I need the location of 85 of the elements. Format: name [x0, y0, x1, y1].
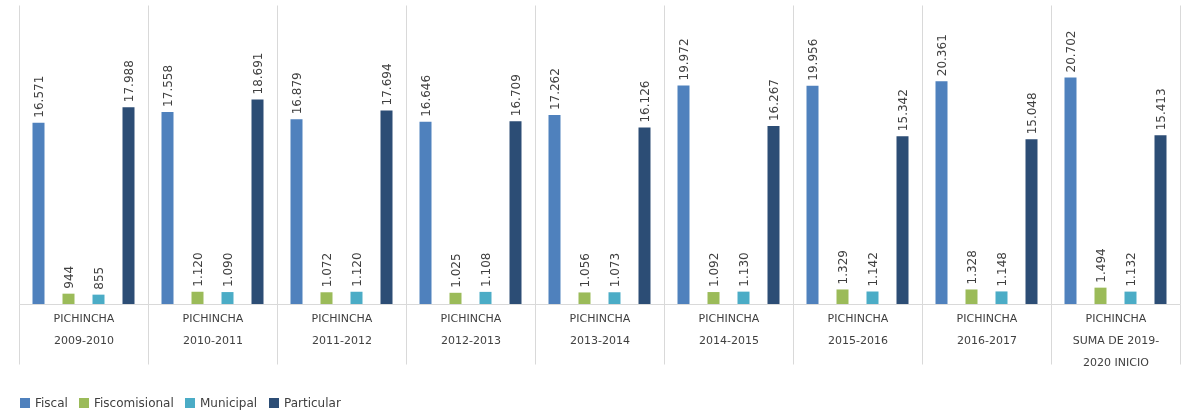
bar	[1124, 291, 1137, 304]
x-tick-label: PICHINCHA 2010-2011	[182, 311, 244, 347]
data-label: 17.988	[121, 60, 136, 103]
bar	[509, 121, 522, 304]
data-label: 20.361	[934, 34, 949, 77]
bar	[806, 85, 819, 304]
data-label: 19.956	[805, 38, 820, 81]
bar	[638, 127, 651, 304]
bar	[578, 292, 591, 304]
bar	[677, 85, 690, 304]
x-tick-label: PICHINCHA 2014-2015	[698, 311, 760, 347]
data-label: 18.691	[250, 52, 265, 95]
bar	[419, 121, 432, 304]
bar	[1064, 77, 1077, 304]
data-label: 16.879	[289, 72, 304, 115]
legend-label: Fiscal	[35, 396, 68, 410]
bar	[320, 292, 333, 304]
data-label: 20.702	[1063, 30, 1078, 73]
bar	[737, 291, 750, 304]
bar	[935, 81, 948, 304]
data-label: 17.558	[160, 64, 175, 107]
x-tick-label: PICHINCHA 2011-2012	[311, 311, 373, 347]
bar	[32, 122, 45, 304]
x-tick-label: PICHINCHA 2012-2013	[440, 311, 502, 347]
data-label: 1.328	[964, 250, 979, 285]
data-label: 1.494	[1093, 248, 1108, 283]
data-label: 855	[91, 266, 106, 290]
bar	[350, 291, 363, 304]
data-label: 16.571	[31, 75, 46, 118]
bar	[221, 292, 234, 304]
data-label: 1.092	[706, 252, 721, 288]
data-label: 1.130	[736, 252, 751, 287]
bar	[896, 136, 909, 304]
data-label: 1.073	[607, 252, 622, 288]
data-label: 1.329	[835, 250, 850, 285]
bar	[380, 110, 393, 304]
bar	[449, 292, 462, 304]
x-tick-label: PICHINCHA 2016-2017	[956, 311, 1018, 347]
data-label: 1.142	[865, 252, 880, 287]
data-label: 1.108	[478, 252, 493, 287]
bar	[866, 291, 879, 304]
data-label: 15.342	[895, 89, 910, 132]
x-tick-label: PICHINCHA 2015-2016	[827, 311, 889, 347]
x-tick-label: PICHINCHA 2013-2014	[569, 311, 631, 347]
data-label: 15.413	[1153, 88, 1168, 131]
bar	[965, 289, 978, 304]
bar	[191, 291, 204, 304]
bar	[1094, 287, 1107, 304]
legend-label: Fiscomisional	[94, 396, 174, 410]
data-label: 17.262	[547, 68, 562, 111]
legend-label: Particular	[284, 396, 341, 410]
data-label: 1.148	[994, 252, 1009, 287]
data-label: 1.132	[1123, 252, 1138, 287]
bar	[62, 293, 75, 304]
data-label: 1.072	[319, 252, 334, 288]
data-label: 1.090	[220, 252, 235, 288]
data-label: 16.126	[637, 80, 652, 123]
x-tick-label: PICHINCHA SUMA DE 2019- 2020 INICIO	[1072, 311, 1160, 369]
bar	[836, 289, 849, 304]
data-label: 1.120	[349, 252, 364, 287]
data-label: 16.646	[418, 74, 433, 117]
data-label: 944	[61, 265, 76, 289]
data-label: 16.267	[766, 79, 781, 122]
data-label: 17.694	[379, 63, 394, 106]
bar	[548, 115, 561, 304]
bar	[707, 292, 720, 304]
bar	[1154, 135, 1167, 304]
bar	[767, 126, 780, 304]
data-label: 1.056	[577, 253, 592, 288]
bar	[1025, 139, 1038, 304]
data-label: 1.025	[448, 253, 463, 288]
bar	[608, 292, 621, 304]
x-tick-label: PICHINCHA 2009-2010	[53, 311, 115, 347]
data-label: 1.120	[190, 252, 205, 287]
legend-label: Municipal	[200, 396, 258, 410]
bar	[290, 119, 303, 304]
bar	[122, 107, 135, 304]
bar	[479, 291, 492, 304]
bar	[251, 99, 264, 304]
data-label: 15.048	[1024, 92, 1039, 135]
bar	[995, 291, 1008, 304]
data-label: 16.709	[508, 74, 523, 117]
bar	[161, 111, 174, 304]
data-label: 19.972	[676, 38, 691, 81]
bar	[92, 294, 105, 304]
